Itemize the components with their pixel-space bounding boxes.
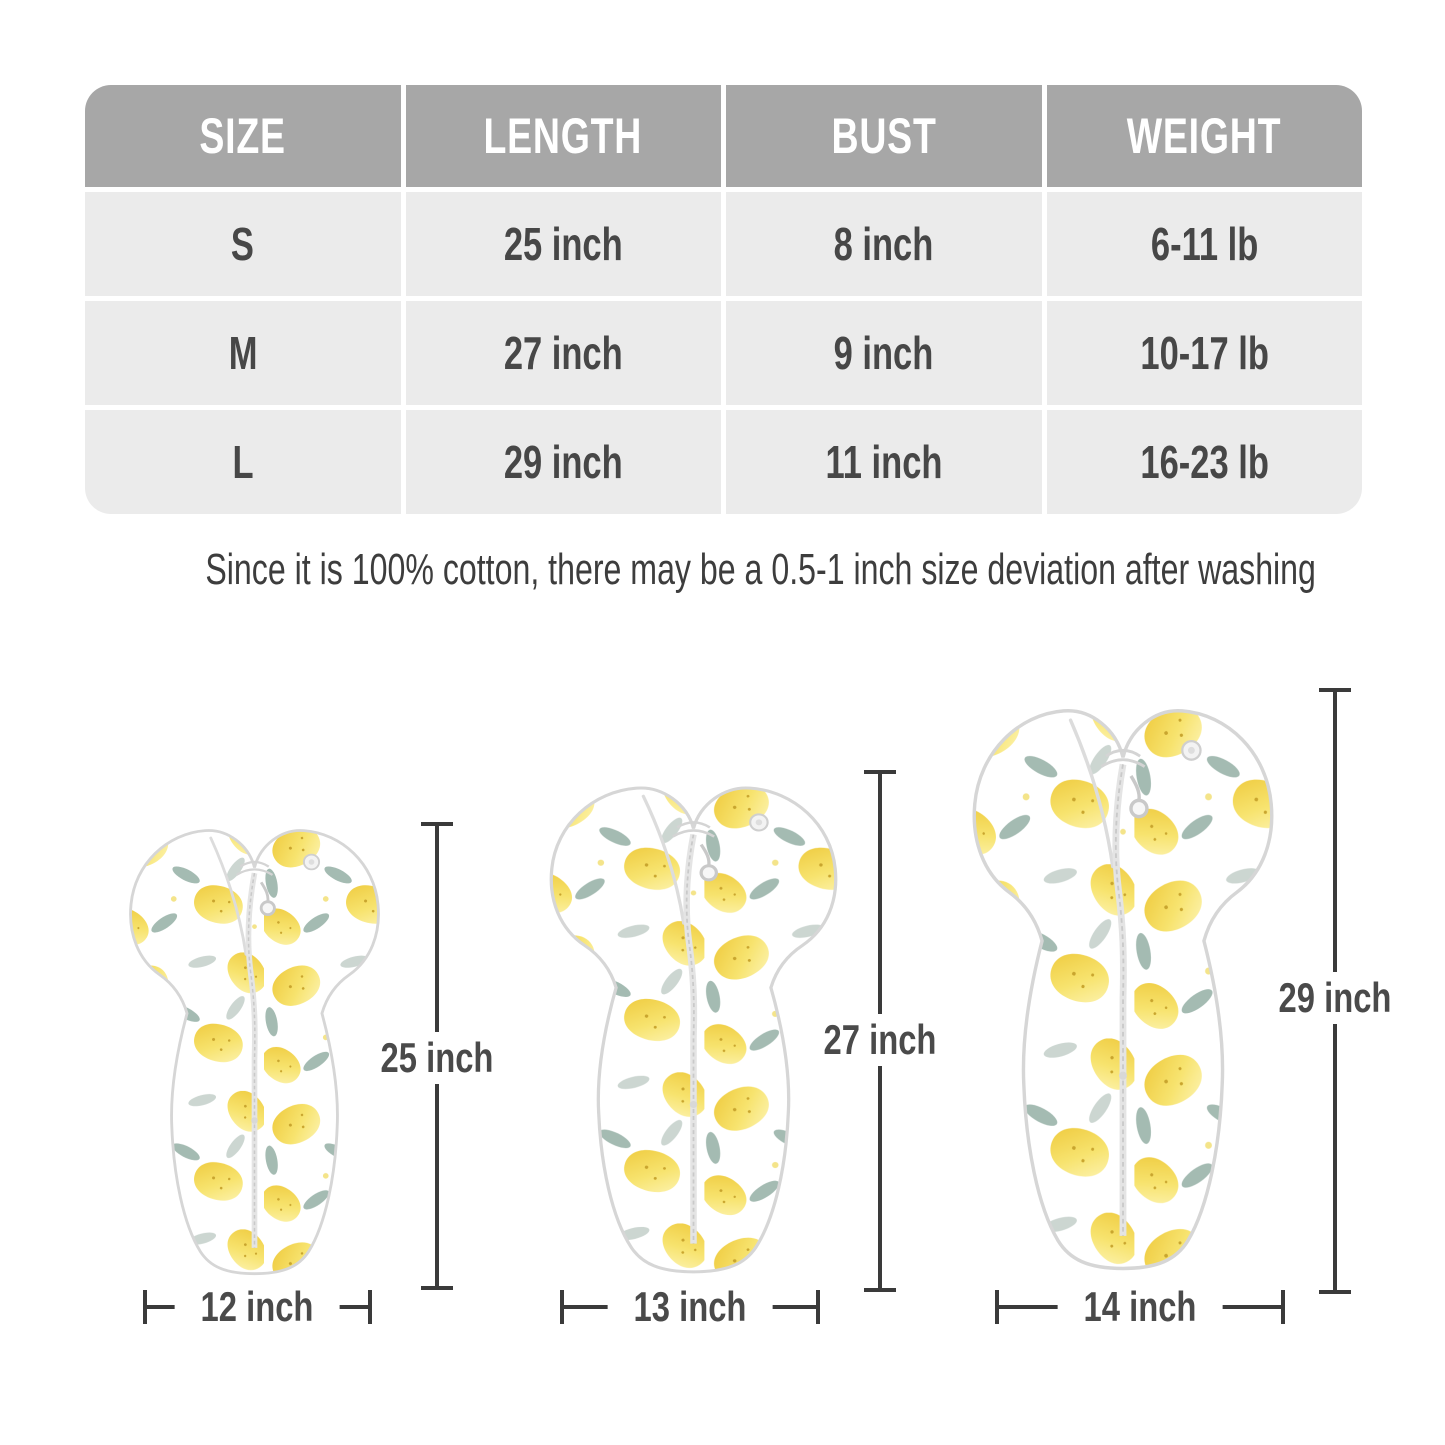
column-header-bust: BUST	[726, 85, 1042, 187]
swaddle-illustration-m	[549, 786, 838, 1274]
height-label-s: 25 inch	[354, 1032, 520, 1084]
cell-l-size: L	[85, 410, 401, 514]
cotton-deviation-note: Since it is 100% cotton, there may be a …	[205, 545, 1316, 594]
width-label-m: 13 inch	[607, 1281, 773, 1333]
cell-m-size: M	[85, 301, 401, 405]
cell-m-bust: 9 inch	[726, 301, 1042, 405]
width-label-l: 14 inch	[1057, 1281, 1223, 1333]
zipper-pull	[699, 843, 711, 866]
cell-s-length: 25 inch	[405, 192, 721, 296]
column-header-weight: WEIGHT	[1046, 85, 1362, 187]
neck-ruffle	[239, 860, 270, 868]
cell-s-size: S	[85, 192, 401, 296]
cell-s-weight: 6-11 lb	[1046, 192, 1362, 296]
cell-m-weight: 10-17 lb	[1046, 301, 1362, 405]
wing-seam	[209, 836, 248, 956]
size-chart-table: SIZE LENGTH BUST WEIGHT S 25 inch 8 inch…	[85, 85, 1362, 514]
wing-seam	[1068, 718, 1115, 869]
cell-s-bust: 8 inch	[726, 192, 1042, 296]
cell-l-weight: 16-23 lb	[1046, 410, 1362, 514]
height-label-l: 29 inch	[1252, 972, 1418, 1024]
height-label-m: 27 inch	[797, 1014, 963, 1066]
cell-m-length: 27 inch	[405, 301, 721, 405]
cell-l-bust: 11 inch	[726, 410, 1042, 514]
zipper-pull	[1129, 775, 1141, 801]
neck-ruffle	[676, 821, 711, 829]
swaddle-illustration-s	[129, 829, 380, 1276]
swaddle-illustration-l	[972, 709, 1274, 1271]
column-header-size: SIZE	[85, 85, 401, 187]
neck-ruffle	[1105, 748, 1141, 758]
zipper-pull	[259, 881, 270, 902]
width-label-s: 12 inch	[174, 1281, 340, 1333]
cell-l-length: 29 inch	[405, 410, 721, 514]
wing-seam	[641, 794, 686, 925]
column-header-length: LENGTH	[405, 85, 721, 187]
